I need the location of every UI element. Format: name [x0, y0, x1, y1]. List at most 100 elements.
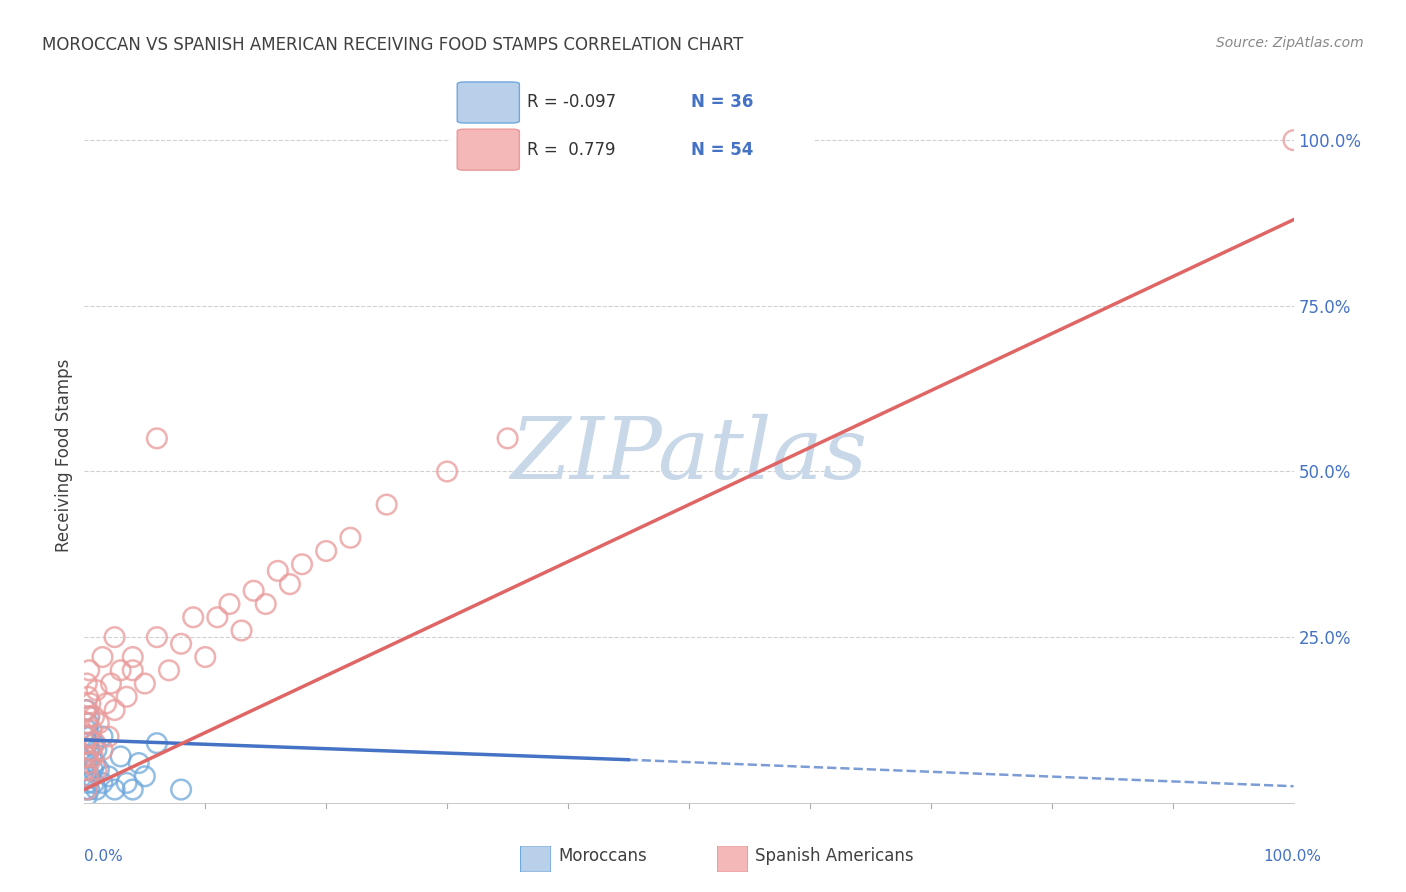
Point — [77, 756, 100, 770]
Point — [76, 716, 98, 731]
Point — [146, 630, 169, 644]
Point — [91, 776, 114, 790]
Point — [375, 498, 398, 512]
Point — [79, 730, 101, 744]
Point — [86, 743, 108, 757]
Point — [76, 749, 98, 764]
Point — [77, 743, 100, 757]
Point — [91, 650, 114, 665]
Point — [77, 716, 100, 731]
Point — [77, 730, 100, 744]
Text: N = 54: N = 54 — [692, 141, 754, 159]
Point — [242, 583, 264, 598]
Point — [77, 756, 100, 770]
Point — [218, 597, 240, 611]
Text: MOROCCAN VS SPANISH AMERICAN RECEIVING FOOD STAMPS CORRELATION CHART: MOROCCAN VS SPANISH AMERICAN RECEIVING F… — [42, 36, 744, 54]
Point — [77, 736, 100, 750]
Point — [75, 736, 97, 750]
Point — [75, 763, 97, 777]
Point — [104, 703, 127, 717]
Point — [86, 763, 108, 777]
Point — [291, 558, 314, 572]
Point — [181, 610, 204, 624]
Point — [91, 743, 114, 757]
Point — [315, 544, 337, 558]
Point — [207, 610, 229, 624]
Point — [75, 756, 97, 770]
Point — [97, 769, 120, 783]
Point — [76, 782, 98, 797]
FancyBboxPatch shape — [446, 75, 820, 179]
Point — [115, 690, 138, 704]
Point — [436, 465, 458, 479]
Point — [231, 624, 253, 638]
Point — [83, 709, 105, 723]
Point — [75, 703, 97, 717]
Point — [77, 690, 100, 704]
Text: R = -0.097: R = -0.097 — [527, 94, 616, 112]
Point — [146, 431, 169, 445]
Point — [278, 577, 301, 591]
Point — [75, 782, 97, 797]
Point — [134, 769, 156, 783]
Point — [86, 782, 108, 797]
Y-axis label: Receiving Food Stamps: Receiving Food Stamps — [55, 359, 73, 551]
Text: Source: ZipAtlas.com: Source: ZipAtlas.com — [1216, 36, 1364, 50]
Point — [76, 723, 98, 737]
FancyBboxPatch shape — [520, 846, 551, 872]
Point — [76, 703, 98, 717]
Text: 0.0%: 0.0% — [84, 849, 124, 863]
Point — [134, 676, 156, 690]
Point — [77, 709, 100, 723]
Point — [110, 749, 132, 764]
Point — [79, 769, 101, 783]
Point — [1282, 133, 1305, 147]
Point — [97, 730, 120, 744]
Point — [76, 789, 98, 804]
Point — [77, 663, 100, 677]
Text: Moroccans: Moroccans — [558, 847, 647, 865]
Point — [84, 756, 107, 770]
Point — [77, 776, 100, 790]
Point — [83, 736, 105, 750]
Text: Spanish Americans: Spanish Americans — [755, 847, 914, 865]
FancyBboxPatch shape — [457, 129, 519, 170]
Point — [91, 730, 114, 744]
Point — [86, 683, 108, 698]
Point — [110, 663, 132, 677]
Point — [254, 597, 277, 611]
Point — [80, 723, 103, 737]
Point — [121, 650, 143, 665]
FancyBboxPatch shape — [457, 82, 519, 123]
Point — [76, 769, 98, 783]
Point — [84, 736, 107, 750]
Point — [94, 697, 117, 711]
Point — [79, 743, 101, 757]
Point — [170, 637, 193, 651]
Point — [115, 776, 138, 790]
Point — [128, 756, 150, 770]
Point — [339, 531, 361, 545]
Point — [87, 763, 110, 777]
Text: 100.0%: 100.0% — [1264, 849, 1322, 863]
Point — [82, 763, 104, 777]
Point — [77, 709, 100, 723]
Point — [82, 749, 104, 764]
FancyBboxPatch shape — [717, 846, 748, 872]
Point — [267, 564, 290, 578]
Text: N = 36: N = 36 — [692, 94, 754, 112]
Point — [76, 676, 98, 690]
Point — [100, 676, 122, 690]
Point — [104, 630, 127, 644]
Text: ZIPatlas: ZIPatlas — [510, 414, 868, 496]
Point — [80, 749, 103, 764]
Point — [157, 663, 180, 677]
Point — [76, 749, 98, 764]
Point — [77, 769, 100, 783]
Point — [83, 776, 105, 790]
Point — [104, 782, 127, 797]
Point — [79, 697, 101, 711]
Point — [496, 431, 519, 445]
Text: R =  0.779: R = 0.779 — [527, 141, 616, 159]
Point — [77, 782, 100, 797]
